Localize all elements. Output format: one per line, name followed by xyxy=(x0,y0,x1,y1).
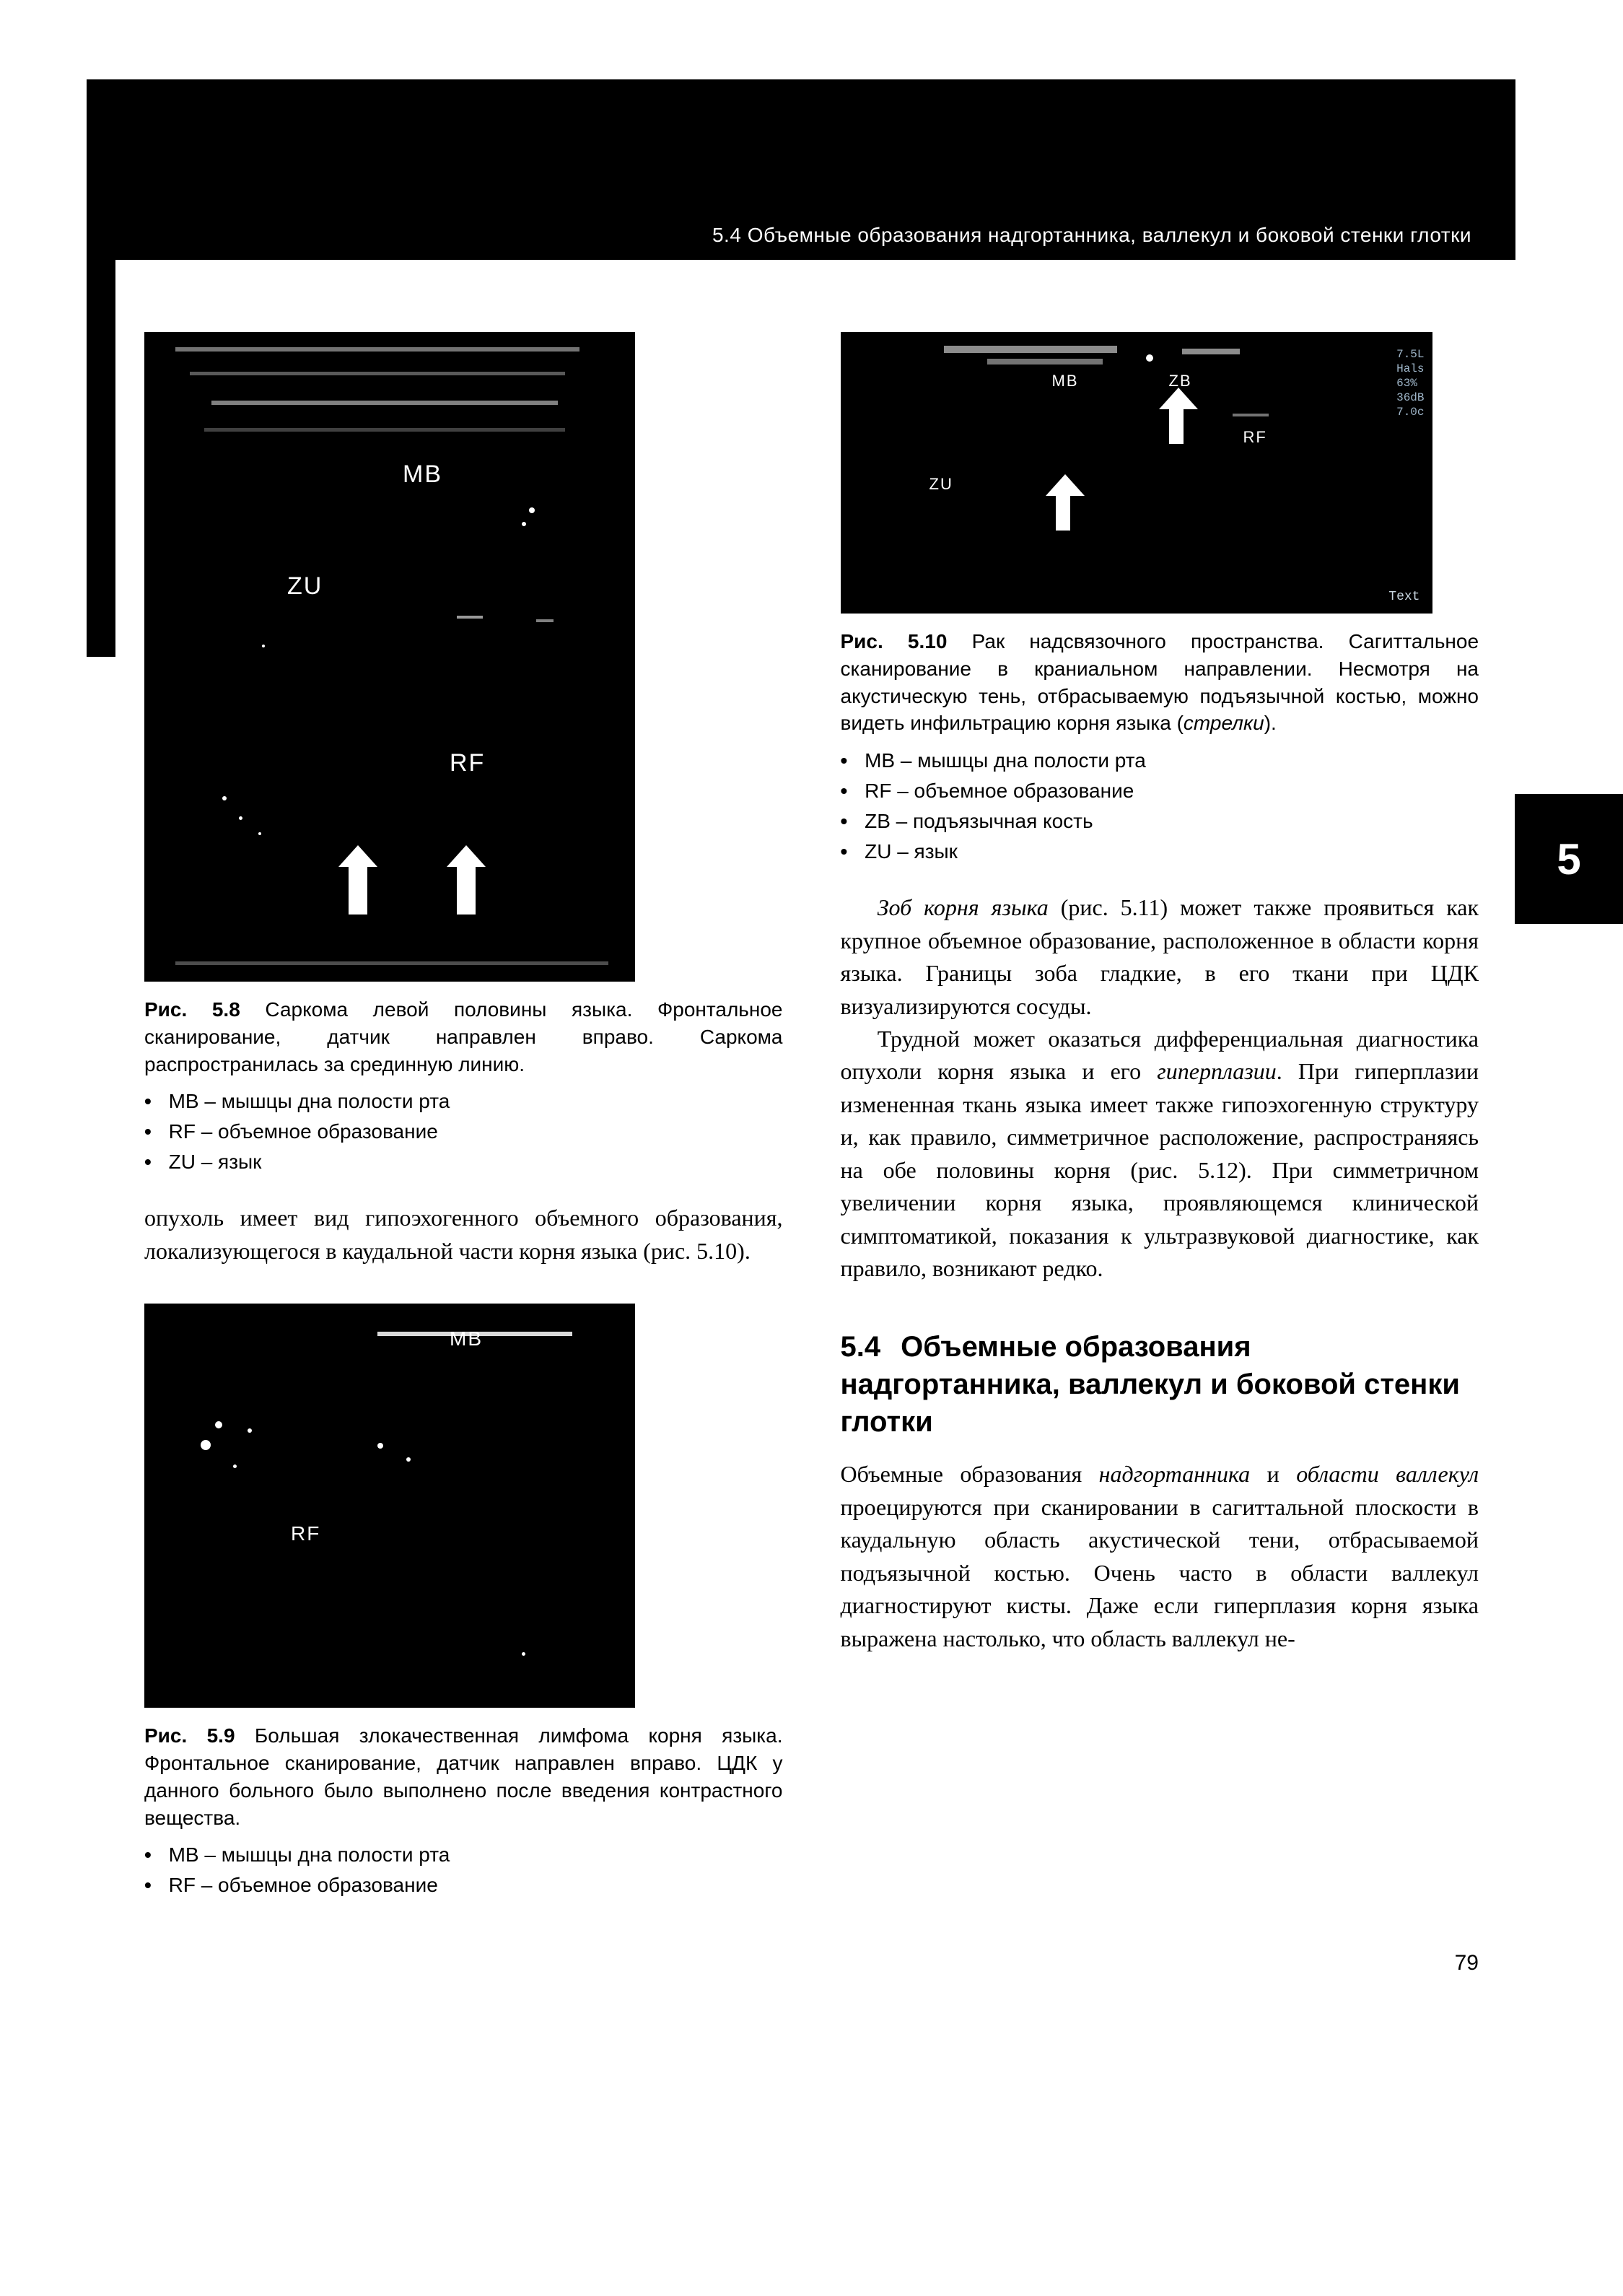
legend-item: RF – объемное образование xyxy=(169,1870,783,1900)
header: 5.4 Объемные образования надгортанника, … xyxy=(144,87,1479,274)
text-tag: Text xyxy=(1388,590,1419,604)
label-zu: ZU xyxy=(929,475,953,494)
info-line: 7.0c xyxy=(1396,405,1424,419)
inline-italic: области валлекул xyxy=(1296,1461,1479,1487)
inline-italic: гиперплазии xyxy=(1157,1058,1277,1084)
section-heading-5-4: 5.4Объемные образования надгортанника, в… xyxy=(841,1328,1479,1441)
left-column: MB ZU RF Рис. 5.8 Саркома левой половины… xyxy=(144,332,783,1900)
legend-item: MB – мышцы дна полости рта xyxy=(169,1086,783,1117)
label-zu: ZU xyxy=(287,572,323,601)
section-number: 5.4 xyxy=(841,1328,881,1366)
page: 5.4 Объемные образования надгортанника, … xyxy=(144,87,1479,1976)
arrow-icon xyxy=(349,864,367,915)
body-paragraph: Объемные образования надгортанника и обл… xyxy=(841,1458,1479,1655)
figure-5-8-legend: MB – мышцы дна полости рта RF – объемное… xyxy=(144,1086,783,1177)
caption-em: стрелки xyxy=(1184,712,1264,734)
caption-label: Рис. 5.10 xyxy=(841,630,948,652)
info-line: 36dB xyxy=(1396,390,1424,405)
paragraph-text: Объемные образования xyxy=(841,1461,1099,1487)
label-mb: MB xyxy=(1052,372,1079,390)
legend-item: MB – мышцы дна полости рта xyxy=(169,1840,783,1870)
chapter-thumb-tab: 5 xyxy=(1515,794,1623,924)
legend-item: MB – мышцы дна полости рта xyxy=(865,746,1479,776)
scan-artifact-left xyxy=(87,79,115,657)
lead-italic: Зоб корня языка xyxy=(878,894,1049,920)
label-rf: RF xyxy=(291,1522,320,1545)
arrow-icon xyxy=(1056,493,1070,531)
right-column: 5 7.5L Hals 63% 36dB 7.0c MB ZB RF ZU xyxy=(841,332,1479,1655)
info-line: Hals xyxy=(1396,362,1424,376)
figure-5-8-caption: Рис. 5.8 Саркома левой половины языка. Ф… xyxy=(144,996,783,1078)
figure-5-9-legend: MB – мышцы дна полости рта RF – объемное… xyxy=(144,1840,783,1900)
scanner-info: 7.5L Hals 63% 36dB 7.0c xyxy=(1396,347,1424,419)
body-paragraph: опухоль имеет вид гипоэхогенного объемно… xyxy=(144,1202,783,1267)
figure-5-9: MB RF xyxy=(144,1304,635,1708)
running-head: 5.4 Объемные образования надгортанника, … xyxy=(144,224,1479,247)
paragraph-text: опухоль имеет вид гипоэхогенного объемно… xyxy=(144,1202,783,1267)
arrow-icon xyxy=(1169,406,1184,444)
label-mb: MB xyxy=(450,1327,483,1350)
figure-5-9-caption: Рис. 5.9 Большая злокачественная лимфома… xyxy=(144,1722,783,1831)
label-mb: MB xyxy=(403,460,442,489)
info-line: 7.5L xyxy=(1396,347,1424,362)
two-column-layout: MB ZU RF Рис. 5.8 Саркома левой половины… xyxy=(144,332,1479,1900)
label-rf: RF xyxy=(1243,428,1267,447)
legend-item: RF – объемное образование xyxy=(169,1117,783,1147)
caption-text: ). xyxy=(1264,712,1277,734)
arrow-icon xyxy=(457,864,476,915)
legend-item: ZU – язык xyxy=(169,1147,783,1177)
legend-item: RF – объемное образование xyxy=(865,776,1479,806)
caption-text: Большая злокачественная лимфома корня яз… xyxy=(144,1724,783,1828)
section-title: Объемные образования надгортанника, валл… xyxy=(841,1331,1460,1438)
legend-item: ZU – язык xyxy=(865,837,1479,867)
figure-5-10-legend: MB – мышцы дна полости рта RF – объемное… xyxy=(841,746,1479,867)
paragraph-text: проецируются при сканировании в сагиттал… xyxy=(841,1494,1479,1651)
paragraph-text: . При гиперплазии измененная ткань языка… xyxy=(841,1058,1479,1281)
paragraph-text: и xyxy=(1250,1461,1296,1487)
label-rf: RF xyxy=(450,749,485,777)
page-number: 79 xyxy=(144,1951,1479,1976)
figure-5-8: MB ZU RF xyxy=(144,332,635,982)
legend-item: ZB – подъязычная кость xyxy=(865,806,1479,837)
caption-label: Рис. 5.8 xyxy=(144,998,240,1021)
caption-text: Саркома левой половины языка. Фронтально… xyxy=(144,998,783,1075)
figure-5-10-caption: Рис. 5.10 Рак надсвязочного пространства… xyxy=(841,628,1479,737)
figure-5-10: 7.5L Hals 63% 36dB 7.0c MB ZB RF ZU Text xyxy=(841,332,1432,614)
body-paragraph: Зоб корня языка (рис. 5.11) может также … xyxy=(841,891,1479,1285)
info-line: 63% xyxy=(1396,376,1424,390)
inline-italic: надгортанника xyxy=(1099,1461,1251,1487)
caption-label: Рис. 5.9 xyxy=(144,1724,235,1747)
